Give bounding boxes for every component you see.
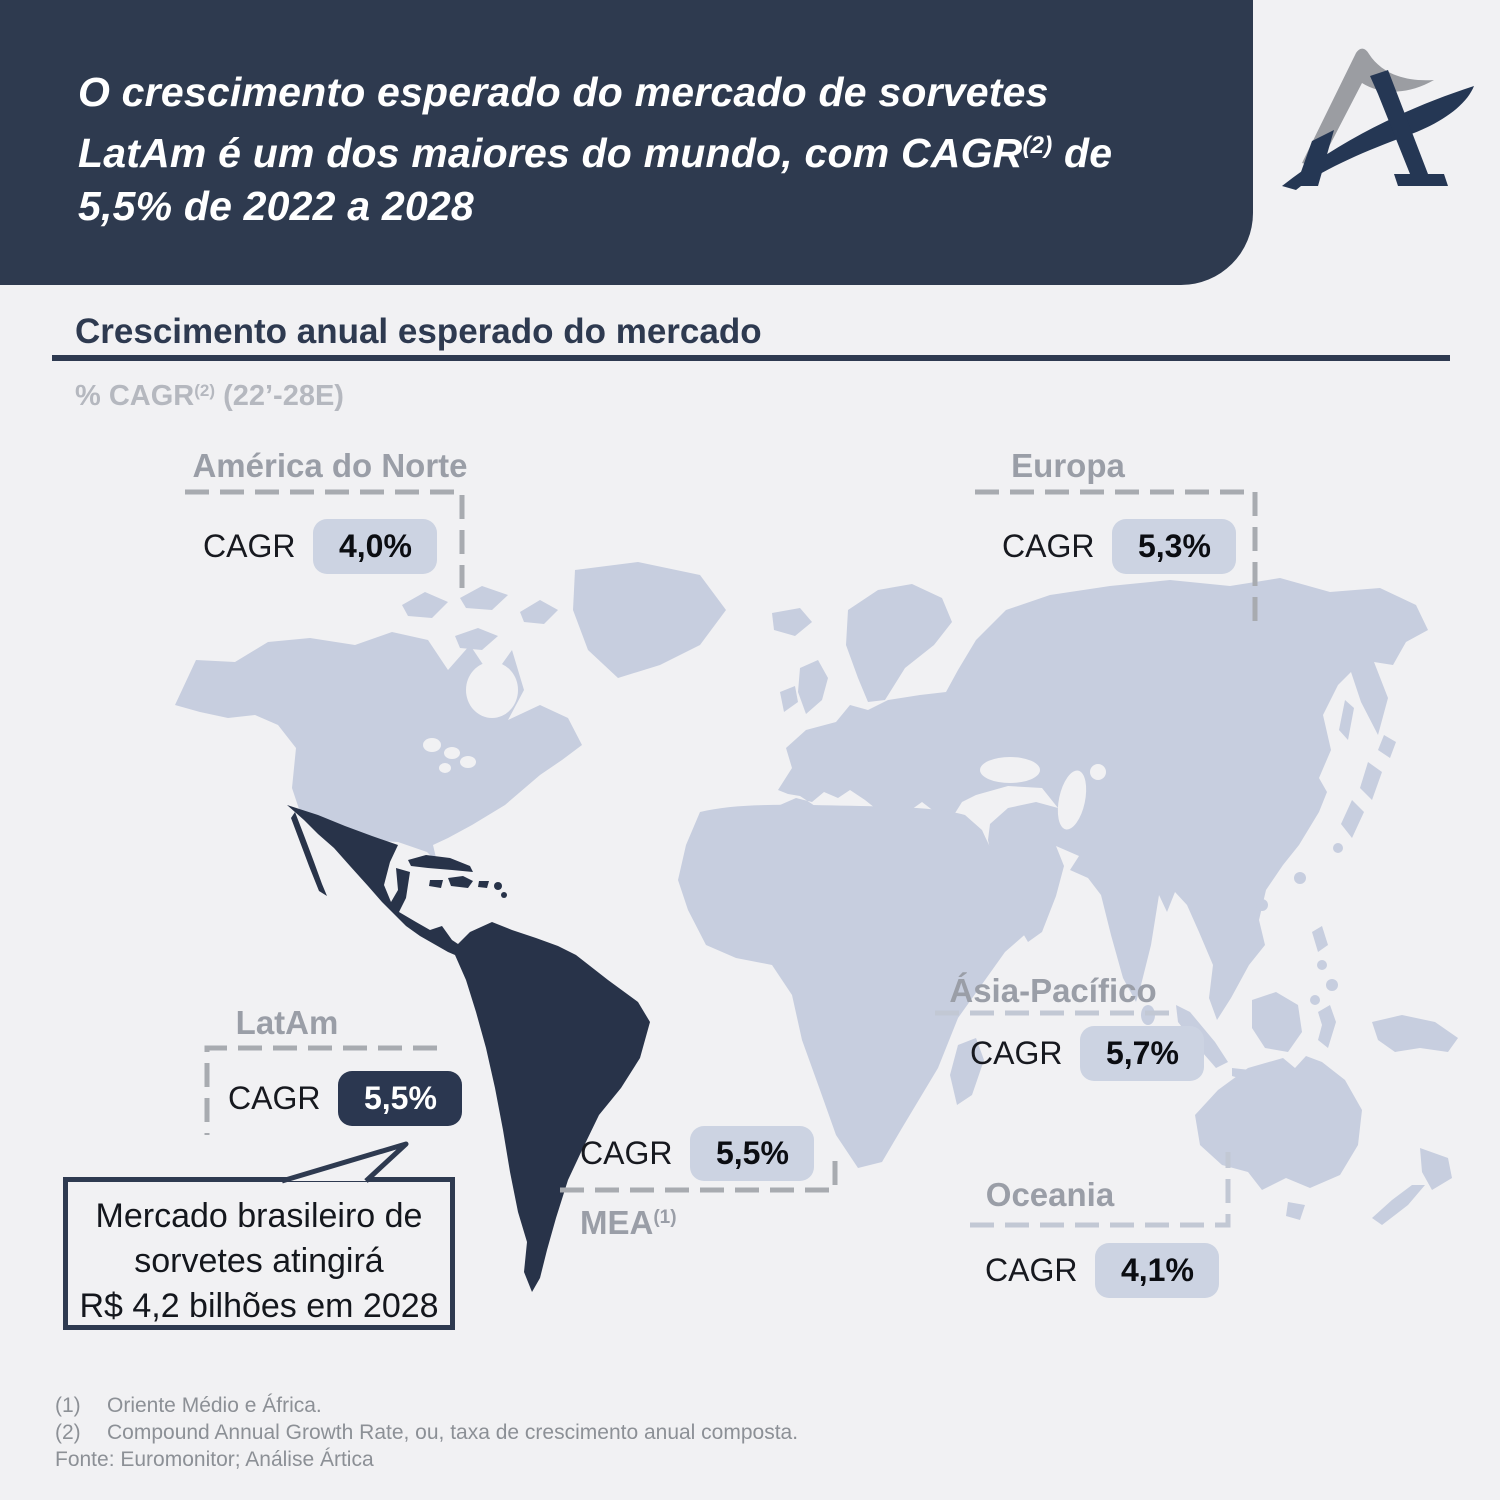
- region-title-latam: LatAm: [235, 1004, 339, 1041]
- cagr-value-badge-oceania: 4,1%: [1095, 1243, 1220, 1298]
- header-banner: O crescimento esperado do mercado de sor…: [0, 0, 1253, 285]
- cagr-row-oceania: CAGR 4,1%: [985, 1243, 1220, 1298]
- region-title-asia-pacifico: Ásia-Pacífico: [949, 972, 1157, 1009]
- dashed-connectors: [185, 489, 1258, 1193]
- cagr-row-asia-pacifico: CAGR 5,7%: [970, 1026, 1205, 1081]
- map-latam-highlight: [287, 805, 650, 1292]
- cagr-row-mea: CAGR 5,5%: [580, 1126, 815, 1181]
- cagr-value-badge-mea: 5,5%: [690, 1126, 815, 1181]
- connector-europa: [975, 489, 1258, 625]
- cagr-label: CAGR: [985, 1252, 1078, 1288]
- cagr-label: CAGR: [1002, 528, 1095, 564]
- brazil-market-callout: Mercado brasileiro de sorvetes atingirá …: [63, 1177, 455, 1330]
- cagr-value-badge-asia-pacifico: 5,7%: [1080, 1026, 1205, 1081]
- section-subtitle: % CAGR(2) (22’-28E): [75, 380, 344, 412]
- map-light-landmasses: [175, 562, 1458, 1225]
- connector-latam: [204, 1045, 437, 1135]
- dashed-connectors-light: [935, 1010, 1231, 1228]
- region-title-mea: MEA(1): [580, 1204, 677, 1241]
- region-title-europa: Europa: [1011, 447, 1125, 484]
- cagr-row-america-do-norte: CAGR 4,0%: [203, 519, 438, 574]
- header-footnote-ref: (2): [1022, 132, 1053, 159]
- connector-america-do-norte: [185, 489, 465, 588]
- map-inland-water: [423, 662, 1106, 830]
- cagr-label: CAGR: [203, 528, 296, 564]
- footnotes: (1) Oriente Médio e África. (2) Compound A…: [55, 1392, 798, 1473]
- connector-oceania: [970, 1152, 1231, 1228]
- connector-mea: [560, 1150, 838, 1193]
- footnote-2: (2) Compound Annual Growth Rate, ou, taxa…: [55, 1421, 799, 1444]
- cagr-label: CAGR: [970, 1035, 1063, 1071]
- cagr-value-badge-america-do-norte: 4,0%: [313, 519, 438, 574]
- cagr-row-europa: CAGR 5,3%: [1002, 519, 1237, 574]
- section-title: Crescimento anual esperado do mercado: [75, 312, 762, 351]
- page-title: O crescimento esperado do mercado de sor…: [78, 69, 1113, 229]
- region-title-america-do-norte: América do Norte: [192, 447, 468, 484]
- mea-footnote-ref: (1): [653, 1207, 677, 1228]
- region-title-oceania: Oceania: [985, 1176, 1115, 1213]
- footnote-1: (1) Oriente Médio e África.: [55, 1394, 322, 1417]
- section-underline: [52, 355, 1450, 361]
- subtitle-footnote-ref: (2): [194, 381, 216, 400]
- artica-logo-icon: [1282, 48, 1474, 190]
- cagr-value-badge-europa: 5,3%: [1112, 519, 1237, 574]
- cagr-label: CAGR: [580, 1135, 673, 1171]
- cagr-label: CAGR: [228, 1080, 321, 1116]
- footnote-source: Fonte: Euromonitor; Análise Ártica: [55, 1448, 374, 1471]
- cagr-value-badge-latam: 5,5%: [338, 1071, 463, 1126]
- cagr-row-latam: CAGR 5,5%: [228, 1071, 463, 1126]
